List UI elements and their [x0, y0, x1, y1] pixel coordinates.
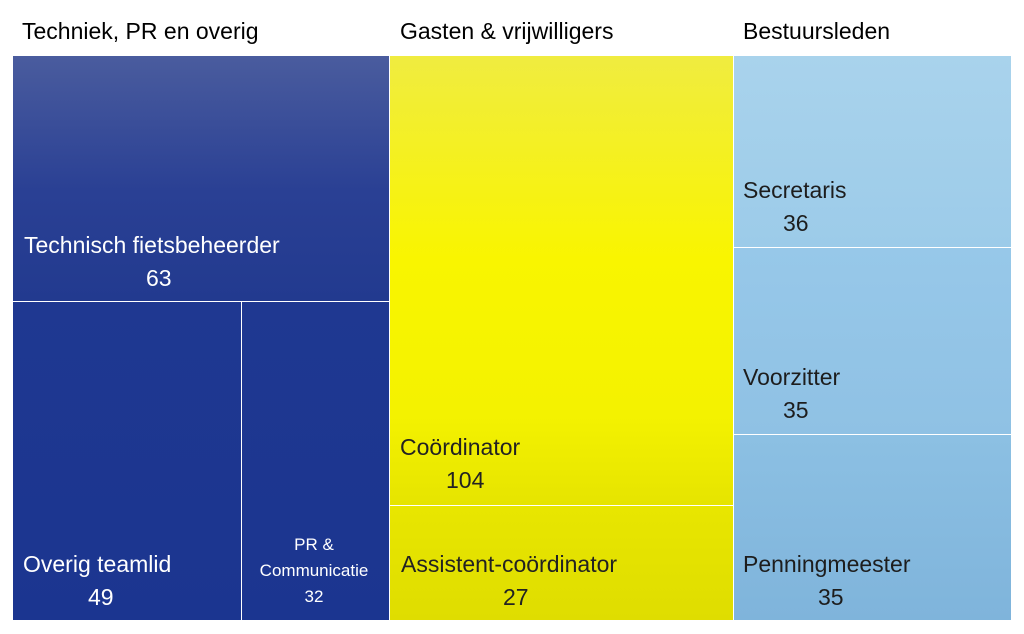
- tile-label-penningmeester: Penningmeester: [743, 551, 911, 577]
- tile-value-pr-communicatie: 32: [304, 587, 324, 606]
- tile-value-overig-teamlid: 49: [88, 584, 114, 610]
- group-header-gasten: Gasten & vrijwilligers: [400, 18, 614, 44]
- tile-pr-communicatie: PR & Communicatie 32: [241, 301, 390, 621]
- tile-assistent-coordinator: Assistent-coördinator 27: [389, 505, 734, 621]
- tile-overig-teamlid: Overig teamlid 49: [12, 301, 242, 621]
- tile-label-technisch-fietsbeheerder: Technisch fietsbeheerder: [24, 232, 280, 258]
- tile-technisch-fietsbeheerder: Technisch fietsbeheerder 63: [12, 55, 390, 302]
- tile-label-pr-communicatie: PR & Communicatie: [259, 535, 369, 580]
- tile-label-coordinator: Coördinator: [400, 434, 521, 460]
- tile-value-voorzitter: 35: [783, 397, 809, 423]
- tile-value-penningmeester: 35: [818, 584, 844, 610]
- tile-label-overig-teamlid: Overig teamlid: [23, 551, 172, 577]
- group-header-techniek: Techniek, PR en overig: [22, 18, 259, 44]
- tile-value-coordinator: 104: [446, 467, 485, 493]
- tile-value-assistent-coordinator: 27: [503, 584, 529, 610]
- tile-label-secretaris: Secretaris: [743, 177, 847, 203]
- tile-label-voorzitter: Voorzitter: [743, 364, 841, 390]
- tile-voorzitter: Voorzitter 35: [733, 247, 1012, 435]
- tile-coordinator: Coördinator 104: [389, 55, 734, 506]
- tile-penningmeester: Penningmeester 35: [733, 434, 1012, 621]
- tile-value-technisch-fietsbeheerder: 63: [146, 265, 172, 291]
- tile-value-secretaris: 36: [783, 210, 809, 236]
- group-header-bestuursleden: Bestuursleden: [743, 18, 891, 44]
- tile-secretaris: Secretaris 36: [733, 55, 1012, 248]
- tile-label-assistent-coordinator: Assistent-coördinator: [401, 551, 618, 577]
